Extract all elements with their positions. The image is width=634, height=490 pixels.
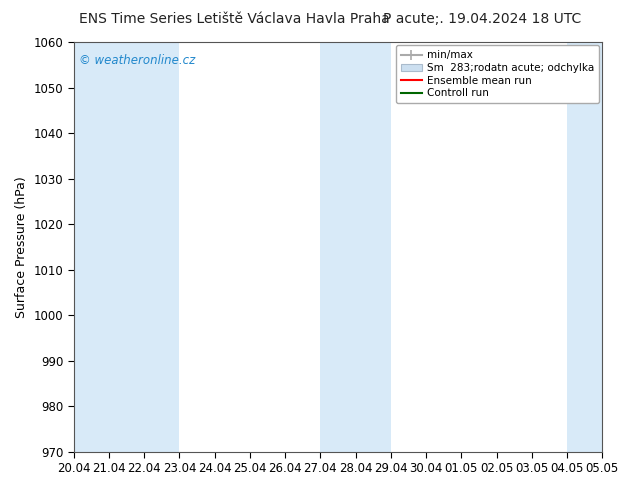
Bar (74, 42, 109, 452)
Text: © weatheronline.cz: © weatheronline.cz (79, 54, 195, 67)
Y-axis label: Surface Pressure (hPa): Surface Pressure (hPa) (15, 176, 28, 318)
Bar (144, 42, 179, 452)
Bar (109, 42, 144, 452)
Text: P acute;. 19.04.2024 18 UTC: P acute;. 19.04.2024 18 UTC (383, 12, 581, 26)
Bar (567, 42, 602, 452)
Bar (320, 42, 356, 452)
Bar (356, 42, 391, 452)
Legend: min/max, Sm  283;rodatn acute; odchylka, Ensemble mean run, Controll run: min/max, Sm 283;rodatn acute; odchylka, … (396, 45, 599, 103)
Text: ENS Time Series Letiště Václava Havla Praha: ENS Time Series Letiště Václava Havla Pr… (79, 12, 390, 26)
